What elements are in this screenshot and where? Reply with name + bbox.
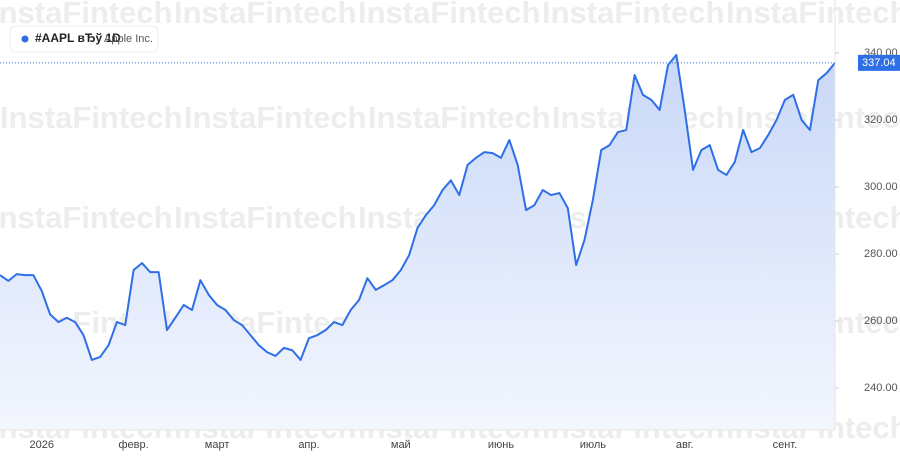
x-tick-label: сент. [773, 439, 798, 451]
watermark: InstaFintech [358, 0, 541, 30]
x-tick-label: март [205, 439, 230, 451]
company: Apple Inc. [104, 33, 153, 45]
x-tick-label: авг. [676, 439, 694, 451]
watermark: InstaFintech [368, 100, 551, 135]
watermark: InstaFintech [0, 0, 173, 30]
y-tick-label: 260.00 [864, 315, 898, 327]
x-tick-label: июль [580, 439, 607, 451]
watermark: InstaFintech [542, 0, 725, 30]
y-tick-label: 300.00 [864, 181, 898, 193]
y-tick-label: 240.00 [864, 382, 898, 394]
watermark: InstaFintech [174, 200, 357, 235]
watermark: InstaFintech [184, 100, 367, 135]
symbol: #AAPL вЂў 1D [35, 31, 121, 45]
x-tick-label: май [391, 439, 411, 451]
y-tick-label: 320.00 [864, 114, 898, 126]
y-tick-label: 280.00 [864, 248, 898, 260]
watermark: InstaFintech [174, 0, 357, 30]
watermark: InstaFintech [0, 200, 173, 235]
x-tick-label: 2026 [30, 439, 54, 451]
price-line [0, 53, 836, 361]
header-box [9, 25, 159, 53]
legend-dot [21, 35, 29, 43]
last-price-box [858, 54, 900, 71]
watermark: InstaFintech [726, 0, 900, 30]
area [0, 54, 835, 431]
watermark: InstaFintech [0, 100, 183, 135]
x-tick-label: апр. [298, 439, 319, 451]
last-price-label: 337.04 [862, 57, 896, 69]
x-tick-label: июнь [488, 439, 514, 451]
x-tick-label: февр. [119, 439, 149, 451]
